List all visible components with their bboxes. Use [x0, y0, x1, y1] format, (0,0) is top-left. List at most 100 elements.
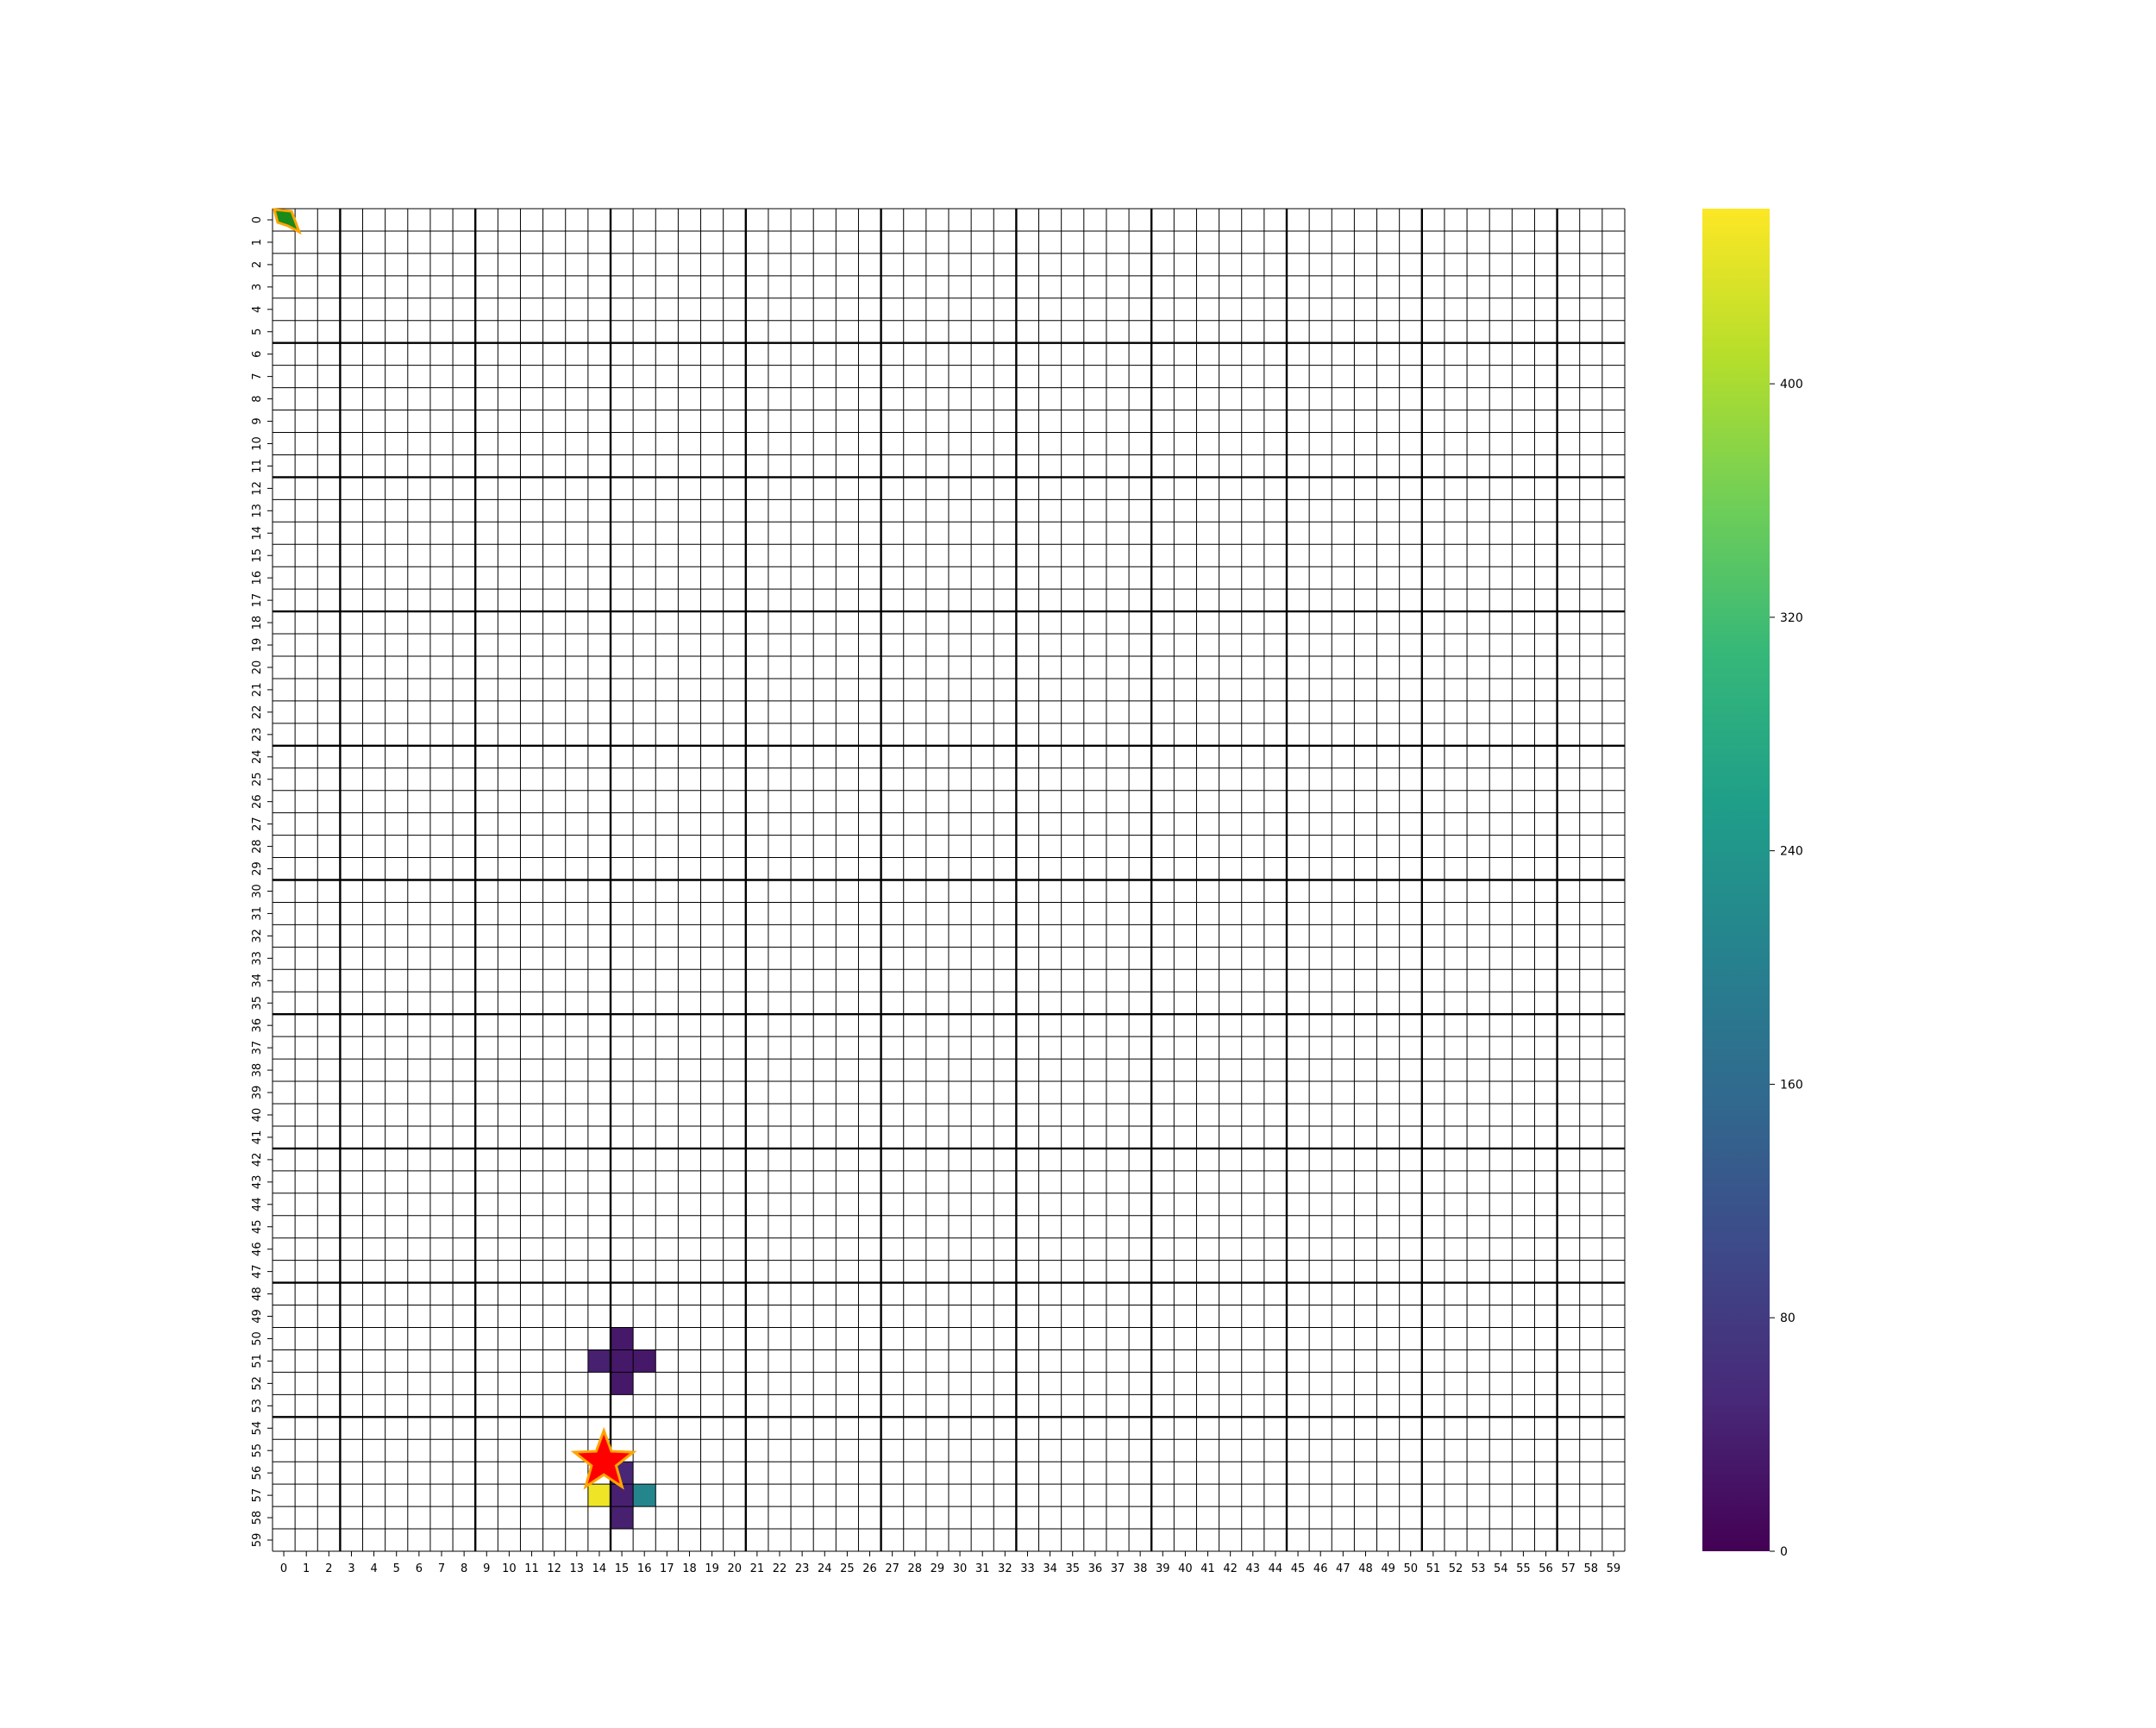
x-tick-label: 17 — [660, 1562, 674, 1575]
y-tick-label: 26 — [251, 794, 264, 809]
colorbar-tick-label: 240 — [1780, 845, 1803, 859]
x-tick-label: 56 — [1539, 1562, 1553, 1575]
colorbar-tick-label: 320 — [1780, 611, 1803, 625]
y-tick-label: 10 — [251, 436, 264, 451]
y-tick-label: 18 — [251, 616, 264, 630]
y-tick-label: 6 — [251, 351, 264, 358]
y-tick-label: 36 — [251, 1018, 264, 1033]
x-tick-label: 3 — [348, 1562, 354, 1575]
x-tick-label: 2 — [325, 1562, 332, 1575]
y-tick-label: 51 — [251, 1354, 264, 1368]
x-tick-label: 21 — [750, 1562, 765, 1575]
y-tick-label: 37 — [251, 1041, 264, 1055]
y-tick-label: 7 — [251, 373, 264, 379]
x-tick-label: 0 — [280, 1562, 287, 1575]
x-tick-label: 48 — [1358, 1562, 1373, 1575]
x-tick-label: 40 — [1178, 1562, 1193, 1575]
y-tick-label: 55 — [251, 1443, 264, 1458]
x-tick-label: 42 — [1223, 1562, 1238, 1575]
x-tick-label: 30 — [953, 1562, 968, 1575]
colorbar-tick-label: 0 — [1780, 1545, 1788, 1559]
y-tick-label: 48 — [251, 1287, 264, 1301]
x-tick-label: 39 — [1156, 1562, 1170, 1575]
y-tick-label: 42 — [251, 1153, 264, 1168]
y-tick-label: 35 — [251, 996, 264, 1011]
y-tick-label: 38 — [251, 1063, 264, 1078]
x-tick-label: 13 — [570, 1562, 585, 1575]
x-tick-label: 52 — [1449, 1562, 1463, 1575]
x-tick-label: 55 — [1516, 1562, 1531, 1575]
heatmap-cells — [587, 1327, 656, 1530]
y-tick-label: 29 — [251, 861, 264, 876]
x-tick-label: 16 — [637, 1562, 652, 1575]
x-tick-label: 18 — [682, 1562, 697, 1575]
y-tick-label: 40 — [251, 1108, 264, 1123]
x-tick-label: 9 — [483, 1562, 490, 1575]
x-axis-ticks: 0 1 2 3 4 5 6 7 8 9 10 11 12 13 14 15 16 17 18 19 20 21 22 23 24… — [280, 1551, 1620, 1575]
y-tick-label: 41 — [251, 1130, 264, 1145]
heatmap-cell — [611, 1506, 634, 1530]
x-tick-label: 57 — [1561, 1562, 1576, 1575]
y-tick-label: 44 — [251, 1198, 264, 1212]
heatmap-cell — [611, 1327, 634, 1350]
y-tick-label: 56 — [251, 1466, 264, 1481]
x-tick-label: 29 — [931, 1562, 945, 1575]
heatmap-cell — [587, 1349, 611, 1373]
y-tick-label: 1 — [251, 239, 264, 246]
y-tick-label: 39 — [251, 1086, 264, 1100]
y-tick-label: 13 — [251, 504, 264, 518]
y-tick-label: 8 — [251, 395, 264, 402]
x-tick-label: 54 — [1494, 1562, 1508, 1575]
x-tick-label: 1 — [303, 1562, 310, 1575]
y-axis-ticks: 0123456789101112131415161718192021222324… — [251, 216, 273, 1547]
y-tick-label: 33 — [251, 951, 264, 966]
x-tick-label: 6 — [416, 1562, 423, 1575]
y-tick-label: 17 — [251, 593, 264, 608]
x-tick-label: 26 — [862, 1562, 877, 1575]
x-tick-label: 4 — [370, 1562, 377, 1575]
x-tick-label: 20 — [727, 1562, 742, 1575]
y-tick-label: 16 — [251, 571, 264, 585]
x-tick-label: 35 — [1065, 1562, 1080, 1575]
x-tick-label: 24 — [818, 1562, 832, 1575]
heatmap-cell — [633, 1484, 656, 1507]
x-tick-label: 11 — [524, 1562, 539, 1575]
y-tick-label: 52 — [251, 1376, 264, 1391]
y-tick-label: 49 — [251, 1309, 264, 1324]
y-tick-label: 31 — [251, 906, 264, 921]
x-tick-label: 22 — [773, 1562, 787, 1575]
y-tick-label: 19 — [251, 638, 264, 653]
x-tick-label: 5 — [393, 1562, 400, 1575]
y-tick-label: 14 — [251, 526, 264, 541]
x-tick-label: 34 — [1043, 1562, 1057, 1575]
markers — [272, 208, 637, 1490]
heatmap-cell — [611, 1372, 634, 1395]
x-tick-label: 32 — [998, 1562, 1012, 1575]
x-tick-label: 15 — [615, 1562, 630, 1575]
y-tick-label: 11 — [251, 459, 264, 473]
y-tick-label: 21 — [251, 683, 264, 698]
y-tick-label: 54 — [251, 1421, 264, 1436]
x-tick-label: 19 — [705, 1562, 719, 1575]
y-tick-label: 3 — [251, 284, 264, 291]
heatmap-cell — [633, 1349, 656, 1373]
x-tick-label: 46 — [1313, 1562, 1328, 1575]
y-tick-label: 57 — [251, 1488, 264, 1503]
y-tick-label: 5 — [251, 329, 264, 335]
x-tick-label: 58 — [1584, 1562, 1599, 1575]
y-tick-label: 4 — [251, 306, 264, 313]
y-tick-label: 23 — [251, 728, 264, 742]
colorbar-gradient — [1702, 209, 1770, 1551]
y-tick-label: 45 — [251, 1219, 264, 1234]
x-tick-label: 44 — [1269, 1562, 1283, 1575]
x-tick-label: 51 — [1426, 1562, 1441, 1575]
x-tick-label: 50 — [1403, 1562, 1418, 1575]
x-tick-label: 59 — [1607, 1562, 1621, 1575]
x-tick-label: 41 — [1200, 1562, 1215, 1575]
y-tick-label: 34 — [251, 974, 264, 988]
x-tick-label: 7 — [438, 1562, 445, 1575]
y-tick-label: 15 — [251, 548, 264, 563]
y-tick-label: 0 — [251, 216, 264, 223]
x-tick-label: 43 — [1246, 1562, 1261, 1575]
